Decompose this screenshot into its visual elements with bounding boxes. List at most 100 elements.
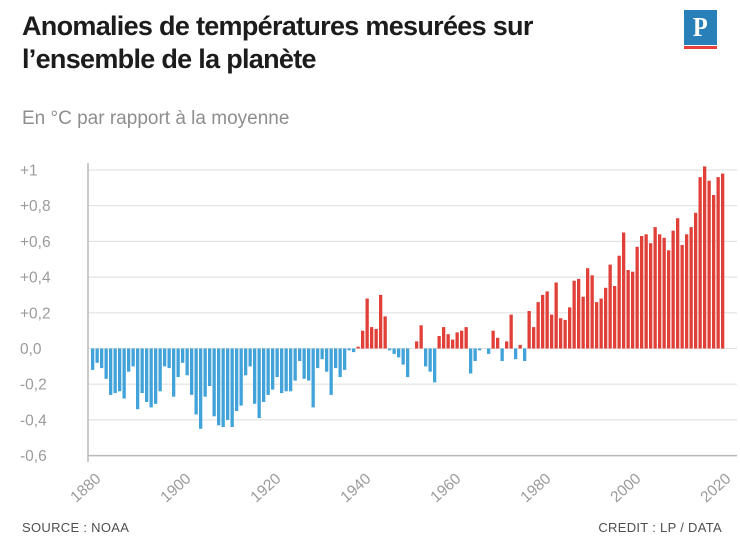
bar-1937 xyxy=(347,348,351,351)
bar-2008 xyxy=(667,250,671,349)
bar-1935 xyxy=(338,348,342,378)
bar-2019 xyxy=(716,177,720,349)
bar-2006 xyxy=(658,234,662,349)
bar-1955 xyxy=(428,348,432,372)
bar-2002 xyxy=(640,236,644,349)
x-tick-label: 1920 xyxy=(247,470,284,506)
bar-1960 xyxy=(451,339,455,349)
bar-1959 xyxy=(446,334,450,349)
y-tick-label: -0,4 xyxy=(20,412,47,429)
bar-1978 xyxy=(532,327,536,349)
le-parisien-logo: P xyxy=(684,10,717,49)
bar-1990 xyxy=(586,268,590,349)
bar-1884 xyxy=(109,348,113,395)
bar-1930 xyxy=(316,348,320,369)
bar-1889 xyxy=(131,348,135,367)
bar-1999 xyxy=(626,270,630,349)
bar-1921 xyxy=(275,348,279,378)
bar-1881 xyxy=(95,348,99,363)
bar-2020 xyxy=(721,173,725,349)
x-tick-label: 1940 xyxy=(337,470,374,506)
y-tick-label: +0,6 xyxy=(20,234,51,251)
logo-blue-square: P xyxy=(684,10,717,45)
bar-1998 xyxy=(622,232,626,349)
bar-1946 xyxy=(388,348,392,351)
bar-1953 xyxy=(419,325,423,349)
bar-1915 xyxy=(248,348,252,367)
bar-1948 xyxy=(397,348,401,358)
x-tick-label: 1980 xyxy=(517,470,554,506)
x-tick-label: 1960 xyxy=(427,470,464,506)
bar-1927 xyxy=(302,348,306,379)
y-tick-label: +0,2 xyxy=(20,305,51,322)
bar-1905 xyxy=(203,348,207,397)
bar-1939 xyxy=(356,346,360,349)
bar-1965 xyxy=(473,348,477,361)
bar-1991 xyxy=(590,275,594,349)
bar-1900 xyxy=(181,348,185,363)
bar-1966 xyxy=(478,348,482,351)
bar-1910 xyxy=(226,348,230,420)
bar-1940 xyxy=(361,330,365,349)
bar-1933 xyxy=(329,348,333,395)
bar-2011 xyxy=(680,245,684,349)
x-tick-label: 2000 xyxy=(607,470,644,506)
logo-red-underline xyxy=(684,46,717,49)
bar-1920 xyxy=(271,348,275,390)
bar-1938 xyxy=(352,348,356,353)
bar-1957 xyxy=(437,336,441,349)
bar-1977 xyxy=(527,311,531,349)
bar-2005 xyxy=(653,227,657,349)
credit-label: CREDIT : LP / DATA xyxy=(598,520,722,535)
bar-1989 xyxy=(581,296,585,349)
bar-2003 xyxy=(644,234,648,349)
bar-1997 xyxy=(617,255,621,349)
bar-1929 xyxy=(311,348,315,408)
bar-1983 xyxy=(554,282,558,349)
bar-1880 xyxy=(91,348,95,370)
bar-1979 xyxy=(536,302,540,349)
bar-2016 xyxy=(703,166,707,349)
bar-1928 xyxy=(307,348,311,381)
y-tick-label: 0,0 xyxy=(20,341,42,358)
bar-1918 xyxy=(262,348,266,402)
bar-1932 xyxy=(325,348,329,372)
bar-1886 xyxy=(118,348,122,392)
bar-1917 xyxy=(257,348,261,419)
bar-1895 xyxy=(158,348,162,392)
bar-2000 xyxy=(631,271,635,349)
bar-1987 xyxy=(572,280,576,349)
bar-1961 xyxy=(455,332,459,349)
bar-1914 xyxy=(244,348,248,376)
bar-1968 xyxy=(487,348,491,354)
bar-2015 xyxy=(698,177,702,349)
bar-1988 xyxy=(577,278,581,349)
page-title: Anomalies de températures mesurées sur l… xyxy=(22,11,533,74)
bar-1949 xyxy=(401,348,405,365)
bar-1908 xyxy=(217,348,221,426)
bar-1984 xyxy=(559,318,563,349)
bar-1903 xyxy=(194,348,198,415)
y-tick-label: +0,4 xyxy=(20,270,51,287)
bar-1912 xyxy=(235,348,239,411)
bar-1904 xyxy=(199,348,203,429)
bar-1896 xyxy=(163,348,167,367)
bar-1931 xyxy=(320,348,324,360)
bar-1941 xyxy=(365,298,369,349)
bar-1926 xyxy=(298,348,302,361)
x-tick-label: 1900 xyxy=(157,470,194,506)
bar-1944 xyxy=(379,294,383,349)
bar-1962 xyxy=(460,330,464,349)
bar-1996 xyxy=(613,286,617,349)
bar-1890 xyxy=(136,348,140,410)
bar-1923 xyxy=(284,348,288,392)
chart-subtitle: En °C par rapport à la moyenne xyxy=(22,108,290,129)
source-label: SOURCE : NOAA xyxy=(22,520,130,535)
bar-1971 xyxy=(500,348,504,361)
bar-1976 xyxy=(523,348,527,361)
bar-1974 xyxy=(514,348,518,360)
bar-1956 xyxy=(433,348,437,383)
bar-1922 xyxy=(280,348,284,394)
bar-1887 xyxy=(122,348,126,399)
